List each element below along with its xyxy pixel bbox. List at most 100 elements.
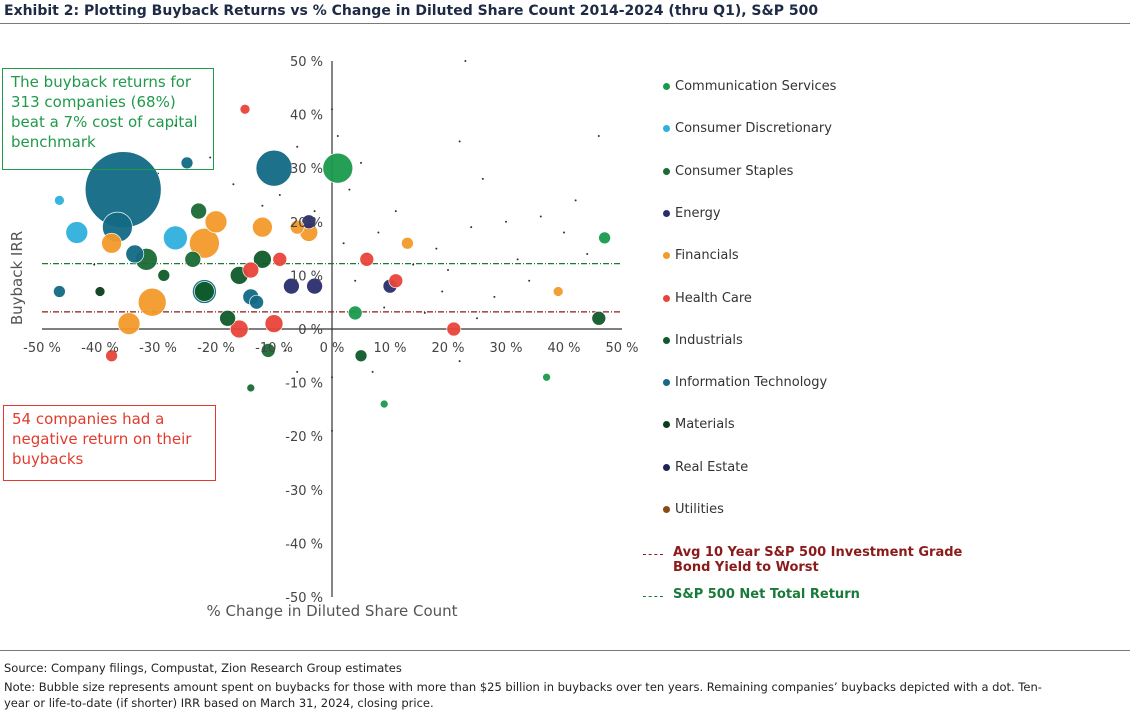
data-bubble	[137, 287, 167, 317]
data-dot	[481, 177, 484, 180]
legend-label: Materials	[675, 417, 735, 433]
data-bubble	[194, 281, 215, 302]
data-bubble	[101, 232, 122, 254]
data-bubble	[180, 156, 194, 170]
data-bubble	[289, 219, 305, 235]
legend-label: Consumer Discretionary	[675, 121, 832, 137]
legend-swatch-icon	[663, 379, 670, 387]
data-dot	[296, 370, 299, 373]
data-dot	[528, 279, 531, 282]
data-dot	[232, 183, 235, 186]
y-tick-label: -10 %	[285, 377, 323, 392]
data-dot	[331, 108, 333, 111]
data-dot	[354, 279, 357, 282]
x-tick-label: 30 %	[489, 341, 522, 356]
legend-item: Information Technology	[663, 375, 827, 390]
data-bubble	[246, 383, 256, 393]
legend-swatch-icon	[663, 336, 670, 344]
data-bubble	[359, 251, 375, 267]
y-tick-label: -20 %	[285, 430, 323, 445]
data-dot	[458, 360, 461, 363]
data-bubble	[65, 221, 89, 244]
y-tick-label: -40 %	[285, 537, 323, 552]
line-legend-label: S&P 500 Net Total Return	[673, 587, 860, 602]
x-tick-label: -50 %	[23, 341, 61, 356]
data-dot	[342, 242, 345, 245]
legend-swatch-icon	[663, 252, 670, 260]
legend-swatch-icon	[663, 506, 670, 513]
y-tick-label: 30 %	[290, 162, 323, 177]
data-bubble	[242, 261, 260, 279]
data-bubble	[446, 321, 462, 337]
legend-swatch-icon	[663, 167, 670, 175]
data-dot	[505, 220, 507, 223]
legend-swatch-icon	[663, 209, 670, 217]
legend-label: Communication Services	[675, 79, 837, 94]
legend-label: Information Technology	[675, 375, 828, 391]
legend-item: Real Estate	[663, 460, 748, 475]
data-dot	[336, 135, 339, 138]
legend-item: Financials	[663, 248, 739, 263]
callout-negative-return: 54 companies had a negative return on th…	[3, 405, 216, 481]
data-bubble	[163, 225, 188, 251]
data-bubble	[322, 152, 354, 184]
data-bubble	[249, 294, 264, 310]
data-dot	[412, 263, 415, 266]
data-bubble	[105, 349, 118, 363]
x-tick-label: 0 %	[320, 341, 345, 356]
x-axis-label: % Change in Diluted Share Count	[206, 602, 457, 620]
legend-label: Utilities	[675, 502, 724, 517]
legend-label: Health Care	[675, 290, 752, 306]
data-bubble	[591, 310, 607, 326]
y-tick-label: 0 %	[298, 323, 323, 338]
x-tick-label: -20 %	[197, 341, 235, 356]
legend-item: Health Care	[663, 291, 752, 306]
y-tick-label: -30 %	[285, 484, 323, 499]
data-bubble	[239, 103, 251, 115]
data-bubble	[54, 195, 65, 206]
data-dot	[574, 199, 577, 202]
data-bubble	[190, 202, 207, 220]
data-dot	[331, 376, 333, 379]
data-dot	[493, 295, 496, 298]
data-dot	[476, 317, 478, 320]
data-dot	[93, 263, 96, 266]
data-bubble	[219, 309, 236, 327]
legend-item: Industrials	[663, 333, 743, 348]
data-dot	[470, 226, 473, 229]
data-dot	[597, 135, 600, 138]
data-bubble	[204, 210, 228, 234]
data-bubble	[117, 312, 141, 335]
data-bubble	[260, 343, 276, 358]
data-bubble	[264, 314, 284, 333]
data-dot	[394, 210, 397, 213]
chart-marks	[53, 60, 611, 432]
data-bubble	[552, 286, 564, 297]
legend-item: Utilities	[663, 502, 724, 517]
legend-label: Energy	[675, 205, 721, 221]
data-dot	[360, 161, 362, 164]
y-tick-label: 10 %	[290, 269, 323, 284]
data-bubble	[306, 277, 323, 295]
x-tick-label: -10 %	[255, 341, 293, 356]
line-legend-label: Avg 10 Year S&P 500 Investment Grade Bon…	[673, 545, 963, 575]
y-tick-label: 40 %	[290, 109, 323, 124]
data-bubble	[253, 249, 272, 269]
data-bubble	[252, 216, 273, 238]
data-dot	[209, 156, 212, 159]
legend-swatch-icon	[663, 463, 670, 471]
data-bubble	[157, 269, 171, 282]
data-bubble	[125, 244, 145, 264]
x-tick-label: 20 %	[431, 341, 464, 356]
title-rule	[0, 23, 1130, 24]
source-note: Source: Company filings, Compustat, Zion…	[4, 661, 402, 675]
data-bubble	[354, 349, 368, 363]
x-tick-label: -40 %	[81, 341, 119, 356]
x-tick-label: 40 %	[547, 341, 580, 356]
data-bubble	[272, 251, 288, 267]
legend-item: Consumer Discretionary	[663, 121, 832, 136]
data-dot	[284, 349, 287, 352]
legend-swatch-icon	[663, 421, 670, 429]
data-dot	[447, 269, 449, 272]
legend-swatch-icon	[663, 294, 670, 302]
